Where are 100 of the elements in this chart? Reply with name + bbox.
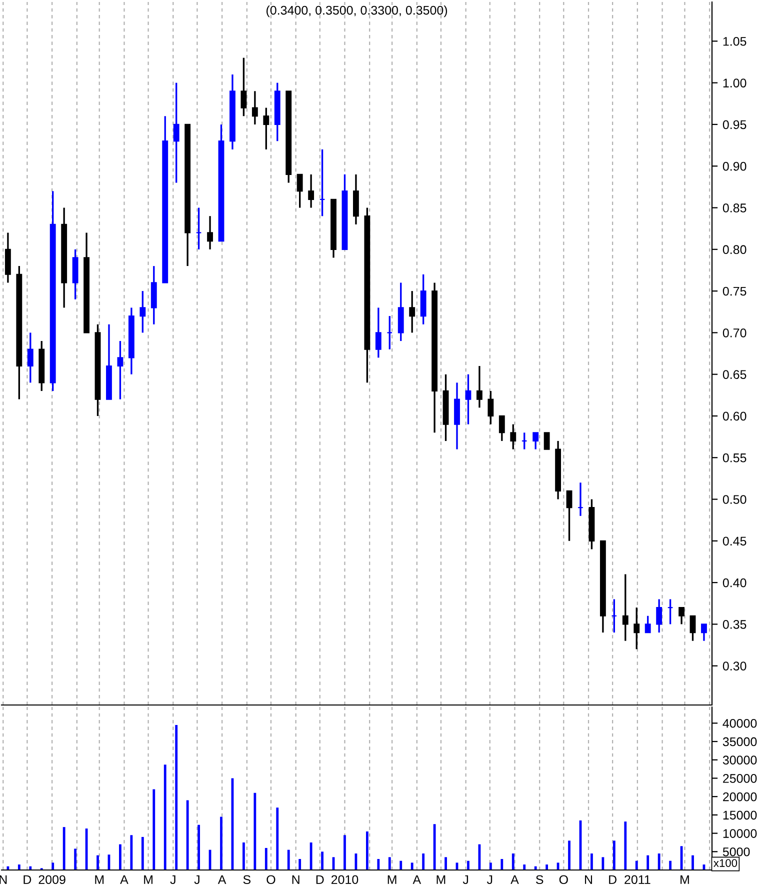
candlestick	[140, 290, 146, 334]
bar	[141, 836, 144, 870]
bar	[602, 857, 604, 870]
bar	[119, 844, 122, 870]
x-tick-label: M	[95, 875, 104, 884]
bar	[175, 724, 178, 870]
bar	[96, 855, 99, 870]
y-tick-label: 30000	[722, 756, 757, 765]
y-tick-label: 0.35	[722, 620, 746, 629]
x-tick-label: J	[170, 875, 176, 884]
candlestick	[27, 332, 34, 384]
bar	[52, 862, 54, 870]
bar	[242, 842, 245, 870]
x-tick-label: J	[486, 875, 492, 884]
candlestick	[678, 606, 684, 626]
candlestick	[644, 615, 651, 634]
x-tick-label: A	[218, 875, 226, 884]
bar	[366, 831, 368, 870]
y-tick-label: 1.05	[723, 36, 746, 46]
bar	[287, 850, 290, 870]
y-tick-label: 15000	[723, 810, 757, 820]
x-tick-label: O	[266, 875, 276, 884]
bar	[377, 858, 380, 870]
candlestick	[510, 423, 516, 450]
y-tick-label: 0.50	[722, 495, 746, 504]
candlestick	[701, 623, 707, 642]
bar	[152, 789, 156, 870]
bar	[198, 824, 200, 870]
y-tick-label: 10000	[723, 829, 757, 838]
x-tick-label: A	[510, 875, 519, 884]
candlestick	[252, 90, 258, 126]
bar	[546, 864, 548, 870]
bar	[523, 864, 526, 870]
x-tick-label: J	[462, 875, 468, 884]
y-tick-label: 0.95	[722, 120, 746, 130]
bar	[410, 862, 414, 870]
bar	[298, 858, 302, 870]
candlestick	[207, 215, 213, 250]
bar	[388, 857, 391, 870]
x-tick-label: S	[243, 875, 250, 884]
x-tick-label: 2011	[624, 875, 650, 884]
bar	[264, 848, 268, 870]
y-tick-label: 35000	[722, 737, 757, 746]
y-tick-label: 0.45	[722, 536, 746, 546]
x-tick-label: A	[120, 875, 128, 884]
y-tick-label: 0.85	[722, 204, 746, 212]
chart-title: (0.3400, 0.3500, 0.3300, 0.3500)	[266, 6, 448, 18]
x-tick-label: D	[316, 875, 324, 884]
candlestick	[263, 106, 270, 150]
x-tick-label: D	[609, 875, 616, 884]
bar	[612, 840, 616, 870]
y-tick-label: 0.30	[722, 662, 746, 671]
y-tick-label: 0.80	[722, 245, 746, 254]
candlestick	[240, 56, 247, 117]
bar	[624, 822, 627, 870]
y-tick-label: 20000	[723, 792, 757, 802]
x-tick-label: 2010	[331, 875, 358, 884]
y-tick-label: 0.70	[722, 328, 746, 338]
bar	[18, 864, 20, 870]
bar	[646, 855, 650, 870]
y-tick-label: 0.40	[722, 578, 746, 588]
candlestick	[532, 432, 539, 450]
candlestick	[308, 174, 314, 209]
bar	[489, 862, 492, 870]
x-tick-label: O	[559, 875, 568, 884]
bar	[164, 764, 166, 870]
candlestick	[544, 432, 550, 450]
y-tick-label: 40000	[722, 718, 757, 728]
candlestick	[611, 598, 618, 634]
bar	[62, 827, 66, 870]
candlestick	[296, 174, 303, 209]
x-tick-label: S	[536, 875, 544, 884]
candlestick	[578, 482, 584, 517]
candlestick	[375, 306, 382, 358]
x-tick-label: N	[585, 875, 592, 884]
candlestick	[196, 206, 202, 250]
x-tick-label: M	[680, 875, 689, 884]
candlestick	[622, 573, 628, 642]
bar	[692, 855, 694, 870]
bar	[444, 857, 447, 870]
candlestick	[488, 390, 494, 426]
bar	[344, 835, 346, 870]
x-tick-label: M	[436, 875, 446, 884]
bar	[276, 808, 279, 870]
bar	[220, 816, 222, 870]
y-tick-label: 25000	[723, 774, 757, 783]
x-tick-label: D	[24, 875, 32, 884]
bar	[400, 860, 402, 870]
x-tick-label: J	[194, 875, 200, 884]
candlestick	[498, 415, 505, 442]
candlestick	[667, 598, 674, 626]
bar	[500, 858, 504, 870]
bar	[568, 840, 570, 870]
candlestick	[465, 373, 472, 426]
bar	[130, 835, 133, 870]
bar	[321, 852, 324, 870]
x-tick-label: N	[0, 875, 7, 884]
candlestick	[656, 598, 662, 634]
y-tick-label: 0.75	[722, 286, 746, 296]
x-tick-label: M	[388, 875, 396, 884]
